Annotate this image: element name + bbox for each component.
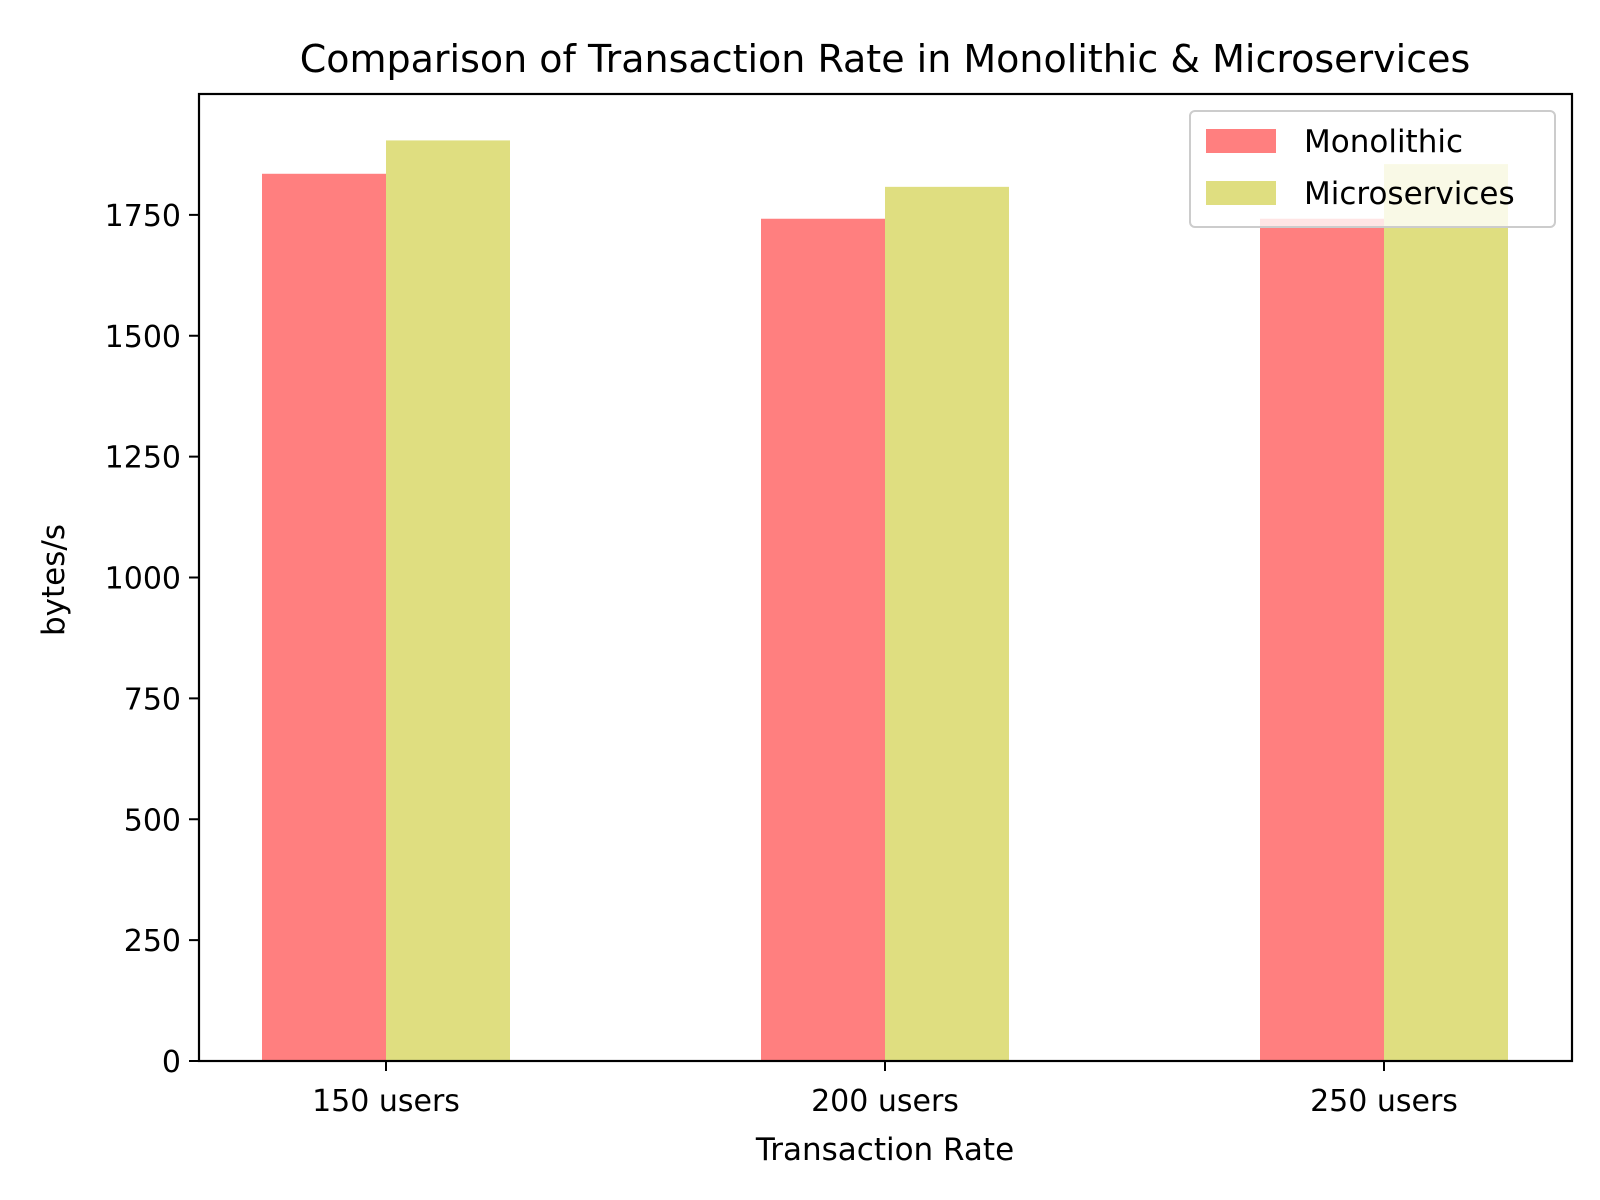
bar-microservices-1 (386, 140, 510, 1061)
y-tick-label: 750 (124, 682, 181, 717)
y-tick-label: 1250 (105, 441, 181, 476)
legend-label-monolithic: Monolithic (1304, 124, 1463, 160)
chart-title: Comparison of Transaction Rate in Monoli… (300, 37, 1471, 81)
bar-microservices-2 (885, 186, 1009, 1061)
y-tick-label: 250 (124, 924, 181, 959)
legend-swatch-monolithic (1206, 129, 1276, 153)
legend-label-microservices: Microservices (1304, 176, 1515, 212)
y-axis: 0 250 500 750 1000 1250 1500 1750 (105, 199, 199, 1080)
y-tick-label: 0 (162, 1045, 181, 1080)
x-tick-label: 250 users (1310, 1084, 1458, 1119)
y-axis-label: bytes/s (36, 524, 72, 636)
y-tick-label: 500 (124, 803, 181, 838)
y-tick-label: 1750 (105, 199, 181, 234)
bar-monolithic-2 (761, 218, 885, 1062)
legend: Monolithic Microservices (1189, 110, 1556, 228)
y-tick-label: 1000 (105, 562, 181, 597)
y-tick-label: 1500 (105, 320, 181, 355)
x-axis: 150 users 200 users 250 users (312, 1061, 1458, 1119)
bar-monolithic-1 (262, 173, 386, 1062)
x-tick-label: 200 users (811, 1084, 959, 1119)
bar-monolithic-3 (1260, 218, 1384, 1062)
bars-group (262, 140, 1508, 1062)
bar-microservices-3 (1384, 164, 1508, 1062)
legend-swatch-microservices (1206, 181, 1276, 205)
legend-box (1189, 110, 1556, 228)
x-tick-label: 150 users (312, 1084, 460, 1119)
x-axis-label: Transaction Rate (755, 1132, 1014, 1168)
